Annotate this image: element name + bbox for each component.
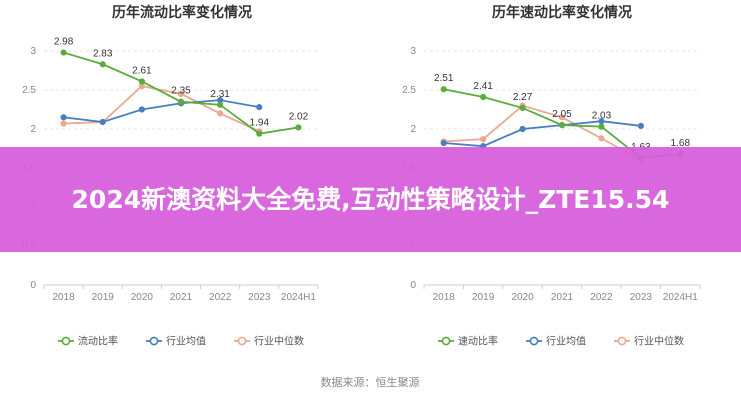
legend-label: 流动比率 (78, 335, 118, 348)
x-tick-label: 2024H1 (663, 292, 698, 303)
series-line (443, 104, 642, 161)
data-label: 1.94 (250, 118, 270, 129)
legend-label: 速动比率 (458, 335, 498, 348)
banner-text: 2024新澳资料大全免费,互动性策略设计_ZTE15.54 (71, 184, 670, 214)
x-tick-label: 2023 (630, 292, 653, 303)
legend-marker (441, 336, 451, 346)
x-tick-label: 2024H1 (281, 292, 316, 303)
data-point (177, 98, 185, 105)
legend-label: 行业均值 (166, 335, 206, 348)
x-tick-label: 2021 (170, 292, 193, 303)
data-source-label: 数据来源：恒生聚源 (321, 375, 420, 389)
x-tick-label: 2018 (52, 292, 75, 303)
data-point (637, 122, 644, 129)
data-point (256, 130, 263, 137)
data-point (99, 61, 106, 68)
legend-marker (61, 336, 71, 346)
data-point (217, 110, 224, 117)
data-label: 2.83 (93, 48, 113, 59)
legend-marker (149, 336, 159, 346)
y-tick-label: 0 (410, 280, 416, 291)
data-label: 2.41 (473, 81, 493, 92)
y-tick-label: 2 (410, 124, 416, 135)
liquidity-ratio-chart: 历年流动比率变化情况00.511.522.5320182019202020212… (22, 4, 319, 348)
x-tick-label: 2021 (551, 292, 574, 303)
x-tick-label: 2023 (248, 292, 271, 303)
legend-label: 行业均值 (546, 335, 586, 348)
data-point (480, 136, 487, 143)
data-point (558, 114, 566, 121)
x-tick-label: 2018 (433, 292, 456, 303)
y-tick-label: 3 (410, 46, 416, 57)
data-point (440, 139, 447, 147)
x-tick-label: 2020 (511, 292, 534, 303)
data-label: 2.31 (210, 89, 230, 100)
data-label: 2.51 (434, 73, 454, 84)
data-label: 2.03 (592, 111, 612, 122)
x-tick-label: 2019 (92, 292, 115, 303)
x-tick-label: 2020 (131, 292, 154, 303)
data-label: 2.27 (513, 92, 533, 103)
chart-title: 历年速动比率变化情况 (492, 4, 632, 20)
data-label: 1.68 (671, 138, 691, 149)
data-point (177, 90, 185, 98)
data-point (60, 114, 67, 121)
chart-title: 历年流动比率变化情况 (112, 4, 252, 20)
data-point (519, 104, 526, 112)
data-point (598, 123, 605, 130)
legend-marker (237, 336, 247, 346)
x-tick-label: 2019 (472, 292, 495, 303)
y-tick-label: 2 (30, 124, 36, 135)
data-point (480, 93, 487, 101)
data-point (295, 124, 302, 131)
data-point (256, 104, 263, 111)
series-line (443, 120, 641, 148)
data-point (138, 78, 145, 85)
quick-ratio-chart: 历年速动比率变化情况00.511.522.5320182019202020212… (402, 4, 701, 348)
legend-label: 行业中位数 (254, 335, 304, 348)
data-label: 2.61 (132, 65, 152, 76)
x-tick-label: 2022 (590, 292, 613, 303)
legend-marker (529, 336, 539, 346)
y-tick-label: 0 (30, 280, 36, 291)
data-point (99, 118, 106, 126)
series-line (63, 85, 260, 133)
data-point (598, 135, 605, 142)
data-point (440, 86, 447, 93)
data-point (138, 106, 145, 113)
data-label: 2.02 (289, 111, 309, 122)
legend-marker (617, 336, 627, 346)
data-point (60, 49, 67, 56)
promo-banner: 2024新澳资料大全免费,互动性策略设计_ZTE15.54 (0, 147, 741, 252)
data-label: 2.05 (552, 109, 572, 120)
y-tick-label: 2.5 (402, 85, 416, 96)
y-tick-label: 2.5 (22, 85, 36, 96)
data-point (60, 120, 67, 127)
legend-label: 行业中位数 (634, 335, 684, 348)
data-point (519, 125, 526, 133)
x-tick-label: 2022 (209, 292, 232, 303)
data-point (217, 101, 224, 108)
data-label: 2.35 (171, 86, 191, 97)
data-point (558, 122, 566, 129)
y-tick-label: 3 (30, 46, 36, 57)
data-label: 2.98 (54, 37, 74, 48)
series-line (63, 99, 260, 123)
